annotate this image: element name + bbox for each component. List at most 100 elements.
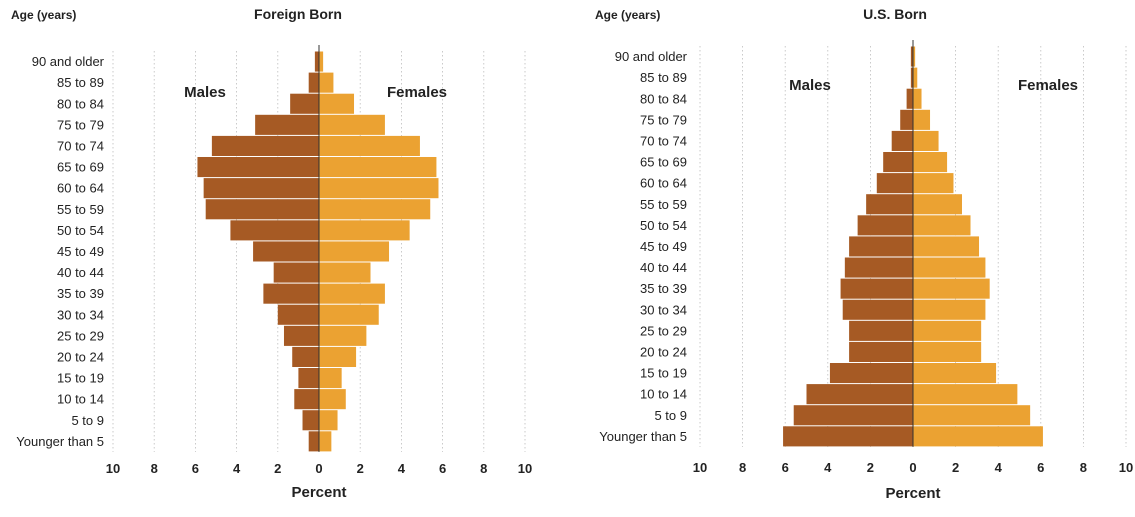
bar-females-12 [319,304,379,325]
age-label: 40 to 44 [57,265,104,280]
age-label: Younger than 5 [599,429,687,444]
series-label-males: Males [789,77,831,94]
bar-males-8 [230,220,319,241]
bar-females-1 [319,72,334,93]
x-tick-label: 2 [274,461,281,476]
bar-males-3 [255,114,319,135]
age-label: 25 to 29 [57,328,104,343]
bar-males-16 [294,389,319,410]
age-label: 75 to 79 [57,117,104,132]
bar-females-4 [913,130,939,151]
bar-males-6 [203,178,319,199]
age-label: 80 to 84 [57,96,104,111]
bar-males-15 [298,368,319,389]
x-tick-label: 2 [357,461,364,476]
bar-males-13 [849,320,913,341]
bar-females-6 [913,173,954,194]
age-label: 10 to 14 [57,392,104,407]
bar-females-1 [913,67,918,88]
bar-females-17 [913,405,1031,426]
bar-males-1 [910,67,913,88]
bar-females-18 [319,431,332,452]
age-label: 5 to 9 [654,408,687,423]
panel-title: U.S. Born [863,6,927,22]
panel-title: Foreign Born [254,6,342,22]
age-label: 30 to 34 [640,302,687,317]
series-label-females: Females [1018,77,1078,94]
y-axis-title: Age (years) [595,8,660,22]
age-label: 90 and older [32,54,105,69]
x-tick-label: 10 [106,461,120,476]
x-tick-label: 4 [398,461,406,476]
x-tick-label: 10 [1119,460,1133,475]
bar-females-12 [913,299,986,320]
age-label: 60 to 64 [57,181,104,196]
age-label: Younger than 5 [16,434,104,449]
age-label: 50 to 54 [57,223,104,238]
bar-females-16 [913,384,1018,405]
x-tick-label: 8 [1080,460,1087,475]
x-tick-label: 6 [439,461,446,476]
bar-females-2 [913,88,922,109]
x-tick-label: 8 [151,461,158,476]
age-label: 35 to 39 [57,286,104,301]
bar-females-3 [319,114,385,135]
bar-males-12 [277,304,319,325]
x-tick-label: 6 [1037,460,1044,475]
age-label: 5 to 9 [71,413,104,428]
bar-females-5 [319,157,437,178]
age-label: 15 to 19 [640,366,687,381]
age-label: 20 to 24 [640,344,687,359]
x-tick-label: 10 [518,461,532,476]
bar-females-15 [913,363,997,384]
bar-females-18 [913,426,1043,447]
x-tick-label: 0 [315,461,322,476]
age-label: 20 to 24 [57,349,104,364]
bar-males-16 [806,384,913,405]
bar-females-5 [913,152,948,173]
bar-females-9 [913,236,980,257]
x-tick-label: 6 [192,461,199,476]
age-label: 85 to 89 [57,75,104,90]
age-label: 70 to 74 [640,133,687,148]
bar-females-14 [913,341,982,362]
x-tick-label: 4 [233,461,241,476]
bar-males-8 [857,215,913,236]
bar-females-13 [319,325,367,346]
bar-males-11 [263,283,319,304]
bar-females-4 [319,135,420,156]
age-label: 70 to 74 [57,138,104,153]
age-label: 45 to 49 [640,239,687,254]
age-label: 60 to 64 [640,176,687,191]
bar-males-18 [783,426,913,447]
bar-females-16 [319,389,346,410]
age-label: 35 to 39 [640,281,687,296]
bar-males-9 [253,241,319,262]
bar-females-7 [913,194,962,215]
x-tick-label: 10 [693,460,707,475]
bar-males-10 [844,257,913,278]
bar-females-10 [319,262,371,283]
bar-females-0 [319,51,324,72]
age-label: 50 to 54 [640,218,687,233]
bar-males-1 [308,72,319,93]
age-label: 55 to 59 [57,202,104,217]
bar-males-17 [793,405,913,426]
bar-females-11 [913,278,990,299]
bar-males-7 [205,199,319,220]
bar-males-13 [283,325,319,346]
y-axis-title: Age (years) [11,8,76,22]
bar-males-5 [197,157,319,178]
bar-males-4 [211,135,319,156]
bar-females-15 [319,368,342,389]
age-label: 65 to 69 [57,160,104,175]
x-tick-label: 8 [739,460,746,475]
x-tick-label: 2 [867,460,874,475]
bar-males-4 [891,130,913,151]
age-label: 65 to 69 [640,155,687,170]
x-tick-label: 6 [782,460,789,475]
age-label: 15 to 19 [57,371,104,386]
bar-males-5 [883,152,913,173]
